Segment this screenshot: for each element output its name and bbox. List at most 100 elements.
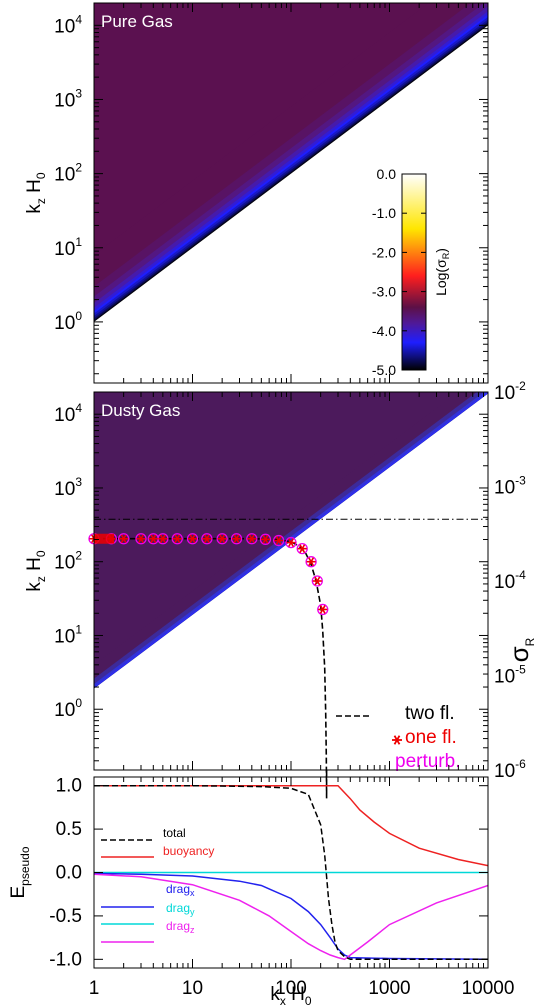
panel2-right-tick-label-base: 10 (494, 761, 515, 782)
panel1-ytick-label: 100 (54, 309, 82, 334)
perturb-marker (230, 533, 243, 545)
panel3-xlabel: kx H0 (270, 984, 312, 1007)
panel3-xtick-label: 10000 (462, 978, 515, 999)
panel1-ytick-label-base: 10 (54, 90, 75, 111)
panel1-ytick-label-exp: 2 (75, 161, 82, 175)
panel1-ytick-label: 104 (54, 12, 82, 37)
colorbar-tick-label: -3.0 (372, 284, 396, 300)
legend3-label-main: buoyancy (163, 844, 214, 858)
panel1-ytick-label-base: 10 (54, 239, 75, 260)
panel1-ytick-label: 102 (54, 161, 82, 186)
legend3-label: dragy (166, 901, 195, 917)
pure-gas-stable-region (94, 25, 488, 383)
energy-lines (94, 784, 488, 961)
panel2-right-tick-label: 10-5 (494, 663, 526, 688)
one-fluid-star-stroke (275, 536, 282, 545)
colorbar (401, 173, 427, 371)
colorbar-label-main: Log(σ (433, 259, 449, 296)
legend-panel-2: two fl. one fl. perturb. (336, 703, 460, 772)
one-fluid-marker (274, 536, 284, 545)
one-fluid-marker (247, 534, 257, 544)
perturb-marker (311, 575, 323, 587)
panel3-ylabel: Epseudo (8, 846, 32, 898)
legend-two-fluid-label: two fl. (405, 703, 455, 724)
panel2-title: Dusty Gas (101, 401, 180, 420)
panel1-ytick-label: 101 (54, 235, 82, 260)
one-fluid-star-stroke (174, 534, 181, 544)
panel2-ylabel-part: H (24, 557, 45, 576)
one-fluid-star-stroke (248, 534, 255, 544)
one-fluid-star-stroke (203, 534, 210, 544)
one-fluid-star-stroke (319, 605, 326, 614)
panel3-ytick-label: 0.5 (56, 819, 82, 840)
colorbar-label-end: ) (433, 248, 449, 253)
energy-line-buoyancy (94, 784, 488, 867)
panel1-ytick-label-base: 10 (54, 313, 75, 334)
one-fluid-marker (286, 538, 296, 547)
one-fluid-star-stroke (262, 535, 269, 544)
one-fluid-marker (172, 534, 182, 544)
xlabel-main: k (270, 984, 280, 1005)
legend-one-fluid-star (393, 735, 401, 745)
one-fluid-star-stroke (189, 534, 196, 544)
energy-line-total (94, 784, 488, 961)
one-fluid-marker (260, 535, 270, 544)
legend-one-fluid-label: one fl. (405, 727, 457, 748)
panel2-right-label-main: σ (504, 646, 534, 662)
one-fluid-marker (306, 557, 316, 567)
panel1-ytick-label-exp: 4 (75, 12, 82, 26)
panel2-ytick-label-exp: 3 (75, 475, 82, 489)
panel2-ytick-label-exp: 0 (75, 696, 82, 710)
panel2-ytick-label-base: 10 (54, 405, 75, 426)
panel2-right-tick-label-base: 10 (494, 383, 515, 404)
perturb-marker (216, 533, 228, 545)
panel1-ytick-label-exp: 0 (75, 309, 82, 323)
panel2-ylabel: kz H0 (24, 550, 48, 592)
colorbar-tick-label: -5.0 (372, 362, 396, 378)
energy-line-drag-z (94, 873, 488, 961)
legend3-label-sub: z (190, 925, 195, 935)
one-fluid-marker (158, 534, 168, 544)
panel1-ylabel: kz H0 (24, 172, 48, 214)
panel2-right-tick-label-base: 10 (494, 572, 515, 593)
one-fluid-star-stroke (308, 557, 315, 567)
panel2-right-tick-label-exp: -5 (515, 663, 526, 677)
one-fluid-marker (188, 534, 197, 544)
panel2-right-tick-label: 10-2 (494, 379, 526, 404)
one-fluid-star-stroke (233, 534, 240, 544)
perturb-marker (317, 603, 329, 616)
panel2-ytick-label-base: 10 (54, 553, 75, 574)
panel2-right-tick-label: 10-4 (494, 568, 526, 593)
one-fluid-marker (232, 534, 242, 544)
panel1-ytick-label-exp: 3 (75, 86, 82, 100)
panel2-right-tick-label-exp: -3 (515, 474, 526, 488)
one-fluid-star-stroke (288, 538, 294, 547)
legend3-label: total (163, 826, 186, 840)
panel3-xtick-label: 1000 (368, 978, 410, 999)
panel1-ytick-label-base: 10 (54, 16, 75, 37)
panel2-ytick-label: 103 (54, 475, 82, 500)
energy-line-drag-x (94, 872, 488, 961)
panel3-xtick-label: 1 (89, 978, 100, 999)
one-fluid-marker (202, 534, 212, 544)
panel3-xtick-label: 10 (182, 978, 203, 999)
one-fluid-marker (148, 534, 158, 544)
panel3-ytick-label: -1.0 (49, 949, 82, 970)
one-fluid-marker (136, 534, 146, 544)
one-fluid-marker (312, 576, 322, 586)
xlabel-sub1: x (280, 994, 286, 1007)
panel3-ylabel-part: E (8, 886, 29, 899)
perturb-marker (186, 533, 199, 545)
panel1-ytick-label: 103 (54, 86, 82, 111)
perturb-marker (305, 556, 317, 568)
panel2-right-tick-label: 10-3 (494, 474, 526, 499)
perturb-marker (285, 536, 297, 549)
legend3-label: dragz (166, 919, 195, 935)
panel2-right-tick-label-exp: -2 (515, 379, 526, 393)
panel2-ytick-label-base: 10 (54, 479, 75, 500)
panel3-xtick-label: 100 (275, 978, 307, 999)
dusty-gas-stable-region (94, 393, 488, 770)
legend3-label-main: drag (166, 882, 190, 896)
colorbar-tick-label: -4.0 (372, 323, 396, 339)
perturb-marker (135, 533, 147, 545)
